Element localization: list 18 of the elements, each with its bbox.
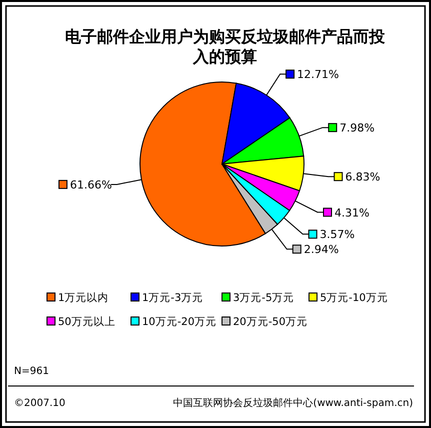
legend-label: 1万元以内 bbox=[58, 291, 109, 304]
legend-label: 50万元以上 bbox=[58, 315, 116, 328]
data-label: 4.31% bbox=[334, 206, 370, 220]
data-label: 12.71% bbox=[297, 68, 339, 82]
data-label: 3.57% bbox=[320, 228, 355, 242]
chart-title: 电子邮件企业用户为购买反垃圾邮件产品而投入的预算 bbox=[65, 27, 386, 66]
data-label: 7.98% bbox=[340, 122, 375, 135]
legend-label: 5万元-10万元 bbox=[320, 292, 388, 304]
legend-label: 20万元-50万元 bbox=[233, 316, 308, 328]
text: N=961 bbox=[14, 366, 49, 377]
legend-label: 1万元-3万元 bbox=[142, 292, 204, 304]
text: 中国互联网协会反垃圾邮件中心(www.anti-spam.cn) bbox=[173, 397, 414, 409]
text: ©2007.10 bbox=[14, 398, 66, 409]
data-label: 6.83% bbox=[345, 170, 380, 184]
legend-label: 3万元-5万元 bbox=[233, 292, 294, 304]
data-label: 2.94% bbox=[304, 243, 339, 256]
data-label: 61.66% bbox=[70, 178, 112, 192]
legend-label: 10万元-20万元 bbox=[142, 316, 217, 328]
